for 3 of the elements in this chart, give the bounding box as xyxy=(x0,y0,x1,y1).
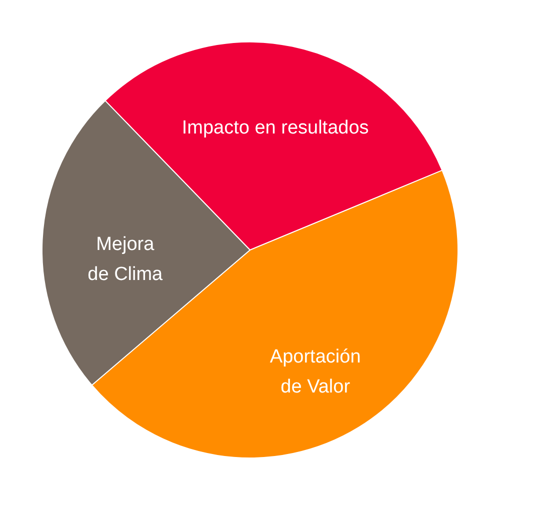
slice-label: Mejora de Clima xyxy=(88,234,164,286)
slice-label: Impacto en resultados xyxy=(182,118,369,139)
slice-label: Aportación de Valor xyxy=(270,346,361,398)
